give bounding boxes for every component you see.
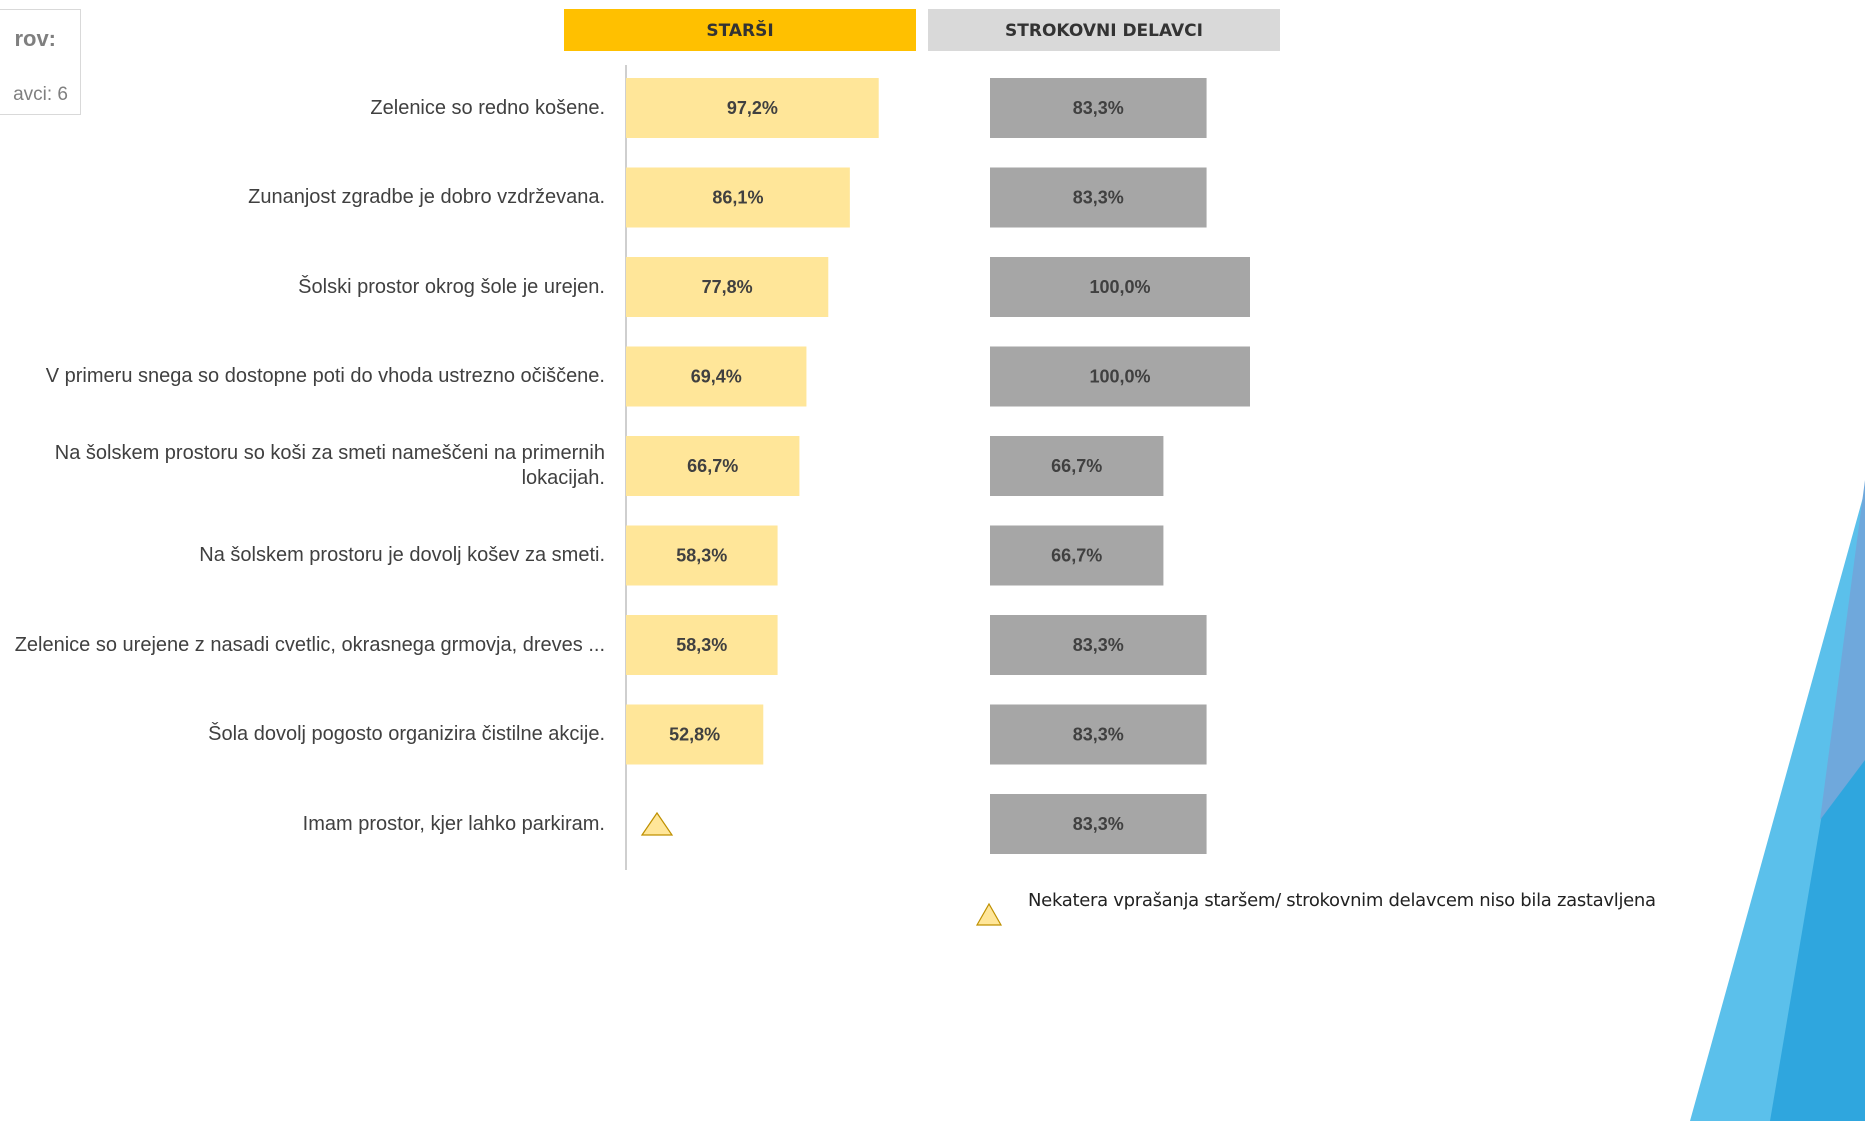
bar bbox=[990, 615, 1207, 675]
note: Nekatera vprašanja staršem/ strokovnim d… bbox=[1028, 890, 1656, 911]
bar bbox=[990, 78, 1207, 138]
bar bbox=[626, 346, 807, 407]
bar bbox=[626, 704, 764, 765]
sample-box-title: rov: bbox=[14, 26, 56, 51]
bar bbox=[990, 167, 1207, 228]
series-header bbox=[928, 9, 1280, 51]
value-label: 52,8% bbox=[669, 724, 720, 744]
value-label: 83,3% bbox=[1073, 814, 1124, 834]
bar bbox=[990, 794, 1207, 854]
series-name: STROKOVNI DELAVCI bbox=[1005, 21, 1203, 41]
value-label: 58,3% bbox=[676, 635, 727, 655]
bar bbox=[990, 257, 1250, 317]
category-label: V primeru snega so dostopne poti do vhod… bbox=[45, 365, 605, 387]
bar bbox=[626, 167, 850, 228]
value-label: 100,0% bbox=[1089, 366, 1150, 386]
bar bbox=[990, 346, 1250, 407]
value-label: 100,0% bbox=[1089, 277, 1150, 297]
series-header bbox=[564, 9, 916, 51]
value-label: 83,3% bbox=[1073, 724, 1124, 744]
category-label: Šola dovolj pogosto organizira čistilne … bbox=[208, 723, 605, 745]
bar bbox=[990, 704, 1207, 765]
value-label: 83,3% bbox=[1073, 98, 1124, 118]
value-label: 97,2% bbox=[727, 98, 778, 118]
value-label: 86,1% bbox=[712, 187, 763, 207]
value-label: 66,7% bbox=[1051, 545, 1102, 565]
bar bbox=[626, 436, 800, 496]
value-label: 77,8% bbox=[702, 277, 753, 297]
bar bbox=[990, 525, 1164, 586]
value-label: 58,3% bbox=[676, 545, 727, 565]
bar bbox=[626, 78, 879, 138]
value-label: 83,3% bbox=[1073, 635, 1124, 655]
series-name: STARŠI bbox=[706, 19, 773, 41]
sample-box: rov: avci: 6 bbox=[0, 9, 81, 115]
bar bbox=[626, 257, 829, 317]
category-label: Zelenice so redno košene. bbox=[370, 96, 605, 119]
not-asked-marker bbox=[640, 811, 674, 836]
value-label: 66,7% bbox=[1051, 456, 1102, 476]
category-label: Zunanjost zgradbe je dobro vzdrževana. bbox=[248, 186, 605, 208]
bar bbox=[626, 525, 778, 586]
value-label: 83,3% bbox=[1073, 187, 1124, 207]
legend-triangle bbox=[975, 902, 1003, 926]
category-label: Na šolskem prostoru je dovolj košev za s… bbox=[199, 544, 605, 566]
category-label: Zelenice so urejene z nasadi cvetlic, ok… bbox=[14, 633, 605, 656]
decoration bbox=[1820, 480, 1865, 820]
category-label: Na šolskem prostoru so koši za smeti nam… bbox=[54, 442, 605, 489]
category-label: Šolski prostor okrog šole je urejen. bbox=[298, 275, 605, 298]
value-label: 66,7% bbox=[687, 456, 738, 476]
category-label: Imam prostor, kjer lahko parkiram. bbox=[302, 812, 605, 835]
value-label: 69,4% bbox=[691, 366, 742, 386]
sample-box-text: avci: 6 bbox=[13, 84, 68, 105]
bar bbox=[990, 436, 1164, 496]
bar bbox=[626, 615, 778, 675]
